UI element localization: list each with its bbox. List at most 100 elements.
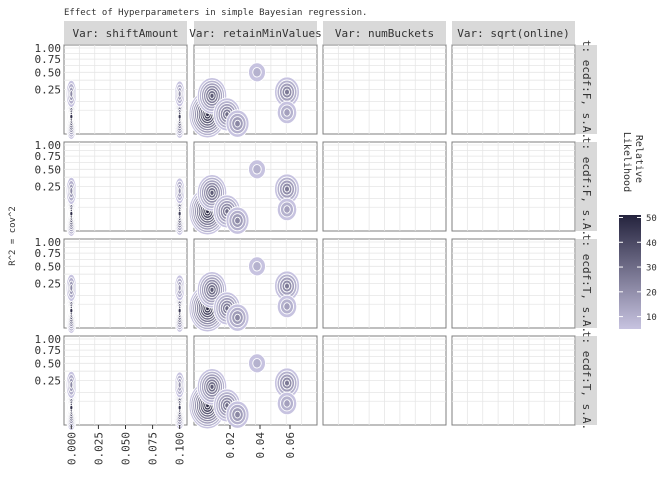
density-contour (284, 379, 290, 387)
density-contour (177, 113, 182, 120)
y-tick-label: 0.50 (35, 260, 62, 273)
row-strip-bg (576, 45, 597, 134)
density-contour (252, 261, 262, 272)
panel (322, 44, 447, 135)
y-tick-label: 1.00 (35, 236, 62, 249)
density-contour (69, 404, 74, 411)
panel (322, 238, 447, 329)
column-strip-label: Var: sqrt(online) (457, 27, 570, 40)
y-tick-label: 0.50 (35, 66, 62, 79)
density-contour (234, 313, 241, 322)
density-contour (177, 284, 182, 292)
row-strip-label: t: ecdf:F, s.A. (580, 40, 593, 139)
row-strip-label: t: ecdf:T, s.A. (580, 331, 593, 430)
density-contour (234, 410, 241, 419)
density-contour (284, 282, 290, 290)
column-strip: Var: sqrt(online) (452, 21, 575, 44)
x-tick-label: 0.075 (147, 432, 160, 465)
panel (188, 44, 318, 139)
legend-title: Relative Likelihood (621, 132, 644, 192)
legend: Relative Likelihood 50 40 30 20 10 (619, 132, 657, 329)
y-tick-label: 0.50 (35, 357, 62, 370)
density-contour (284, 88, 290, 96)
density-contour (177, 404, 182, 411)
row-strip-label: t: ecdf:T, s.A. (580, 234, 593, 333)
legend-tick-label: 40 (646, 239, 657, 249)
density-contour (69, 113, 74, 120)
panel (451, 335, 576, 426)
column-strip-label: Var: retainMinValues (189, 27, 321, 40)
legend-tick-label: 10 (646, 313, 657, 323)
column-strip-bg (64, 21, 187, 44)
panel (63, 141, 188, 237)
y-tick-label: 1.00 (35, 333, 62, 346)
density-contour (234, 119, 241, 128)
density-contour (209, 92, 215, 99)
density-contour (209, 383, 215, 390)
facet-grid: Var: shiftAmount Var: retainMinValues Var:… (35, 21, 597, 465)
legend-tick-label: 30 (646, 264, 657, 274)
y-tick-label: 0.25 (35, 84, 62, 97)
density-contour (252, 358, 262, 369)
panel (188, 141, 318, 236)
panel (451, 44, 576, 135)
density-contour (69, 307, 74, 314)
y-axis-label: R^2 = cov^2 (8, 206, 18, 266)
chart-title: Effect of Hyperparameters in simple Baye… (64, 8, 367, 18)
x-tick-label: 0.025 (92, 432, 105, 465)
column-strip-bg (323, 21, 446, 44)
y-tick-label: 1.00 (35, 42, 62, 55)
row-strip: t: ecdf:F, s.A. (576, 40, 597, 139)
row-strip-label: t: ecdf:F, s.A. (580, 137, 593, 236)
density-contour (177, 381, 182, 389)
panel (451, 141, 576, 232)
column-strip: Var: retainMinValues (189, 21, 322, 44)
panel (188, 238, 318, 333)
density-contour (209, 189, 215, 196)
density-contour (177, 210, 182, 217)
density-contour (252, 67, 262, 78)
density-contour (69, 284, 74, 292)
density-contour (69, 381, 74, 389)
column-strip-label: Var: shiftAmount (73, 27, 179, 40)
panel (322, 335, 447, 426)
y-tick-label: 0.75 (35, 344, 62, 357)
density-contour (177, 90, 182, 98)
y-tick-label: 1.00 (35, 139, 62, 152)
y-tick-label: 0.25 (35, 181, 62, 194)
panel (188, 335, 318, 430)
legend-title-line-1: Relative (633, 135, 644, 183)
y-tick-label: 0.50 (35, 163, 62, 176)
panel (63, 335, 188, 431)
density-contour (283, 205, 291, 214)
row-strip: t: ecdf:F, s.A. (576, 137, 597, 236)
column-strip: Var: shiftAmount (64, 21, 187, 44)
y-tick-label: 0.75 (35, 53, 62, 66)
density-contour (69, 210, 74, 217)
column-strip: Var: numBuckets (323, 21, 446, 44)
y-tick-label: 0.25 (35, 375, 62, 388)
y-tick-label: 0.75 (35, 150, 62, 163)
legend-title-line-2: Likelihood (621, 132, 632, 192)
row-strip: t: ecdf:T, s.A. (576, 331, 597, 430)
column-strip-label: Var: numBuckets (335, 27, 434, 40)
y-tick-label: 0.75 (35, 247, 62, 260)
density-contour (177, 187, 182, 195)
density-contour (284, 185, 290, 193)
density-contour (283, 108, 291, 117)
density-contour (234, 216, 241, 225)
x-tick-label: 0.000 (65, 432, 78, 465)
panel (63, 238, 188, 334)
row-strip: t: ecdf:T, s.A. (576, 234, 597, 333)
density-contour (69, 90, 74, 98)
legend-colorbar (619, 215, 641, 329)
panel (63, 44, 188, 140)
density-contour (69, 187, 74, 195)
x-tick-label: 0.100 (174, 432, 187, 465)
panel (322, 141, 447, 232)
density-contour (209, 286, 215, 293)
y-tick-label: 0.25 (35, 278, 62, 291)
row-strip-bg (576, 239, 597, 328)
legend-tick-label: 50 (646, 214, 657, 224)
